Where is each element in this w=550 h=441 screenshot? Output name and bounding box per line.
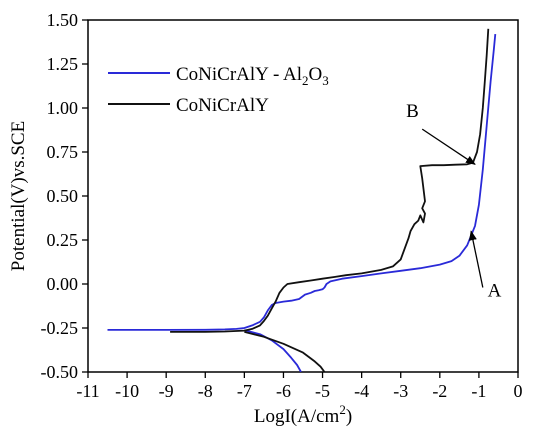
series-blue-cathodic-line xyxy=(244,329,302,372)
x-tick-label: 0 xyxy=(514,381,523,401)
x-tick-label: -3 xyxy=(393,381,408,401)
y-tick-label: 1.50 xyxy=(47,10,79,30)
y-tick-label: 1.25 xyxy=(47,54,79,74)
y-tick-label: 0.25 xyxy=(47,230,79,250)
legend-label-coating: CoNiCrAlY - Al2O3 xyxy=(176,64,329,88)
plot-area xyxy=(87,19,519,373)
x-tick-label: -4 xyxy=(354,381,369,401)
y-tick-label: 1.00 xyxy=(47,98,79,118)
annotation-b-arrow xyxy=(421,128,476,165)
annotation-a-arrow xyxy=(469,230,484,288)
y-tick-label: 0.75 xyxy=(47,142,79,162)
x-tick-label: -2 xyxy=(432,381,447,401)
legend: CoNiCrAlY - Al2O3 CoNiCrAlY xyxy=(108,64,329,116)
x-tick-label: -11 xyxy=(76,381,99,401)
x-tick-label: -7 xyxy=(237,381,252,401)
x-tick-label: -9 xyxy=(159,381,174,401)
axis-ticks: -11 -10 -9 -8 -7 -6 -5 -4 -3 -2 -1 0-0.50-0.250.000… xyxy=(41,10,523,401)
annotation-b-label: B xyxy=(406,101,419,122)
annotations: AB xyxy=(406,101,502,302)
x-tick-label: -10 xyxy=(115,381,139,401)
y-tick-label: 0.50 xyxy=(47,186,79,206)
series-black-cathodic-line xyxy=(244,331,326,372)
y-tick-label: -0.25 xyxy=(41,318,79,338)
x-tick-label: -1 xyxy=(471,381,486,401)
x-tick-label: -6 xyxy=(276,381,291,401)
y-axis-title: Potential(V)vs.SCE xyxy=(8,121,29,271)
x-axis-title: LogI(A/cm2) xyxy=(254,402,352,427)
annotation-a-label: A xyxy=(488,280,502,301)
series-black-anodic-line xyxy=(170,28,490,333)
x-tick-label: -5 xyxy=(315,381,330,401)
y-tick-label: 0.00 xyxy=(47,274,79,294)
legend-label-bare: CoNiCrAlY xyxy=(176,95,269,116)
x-tick-label: -8 xyxy=(198,381,213,401)
y-tick-label: -0.50 xyxy=(41,362,79,382)
